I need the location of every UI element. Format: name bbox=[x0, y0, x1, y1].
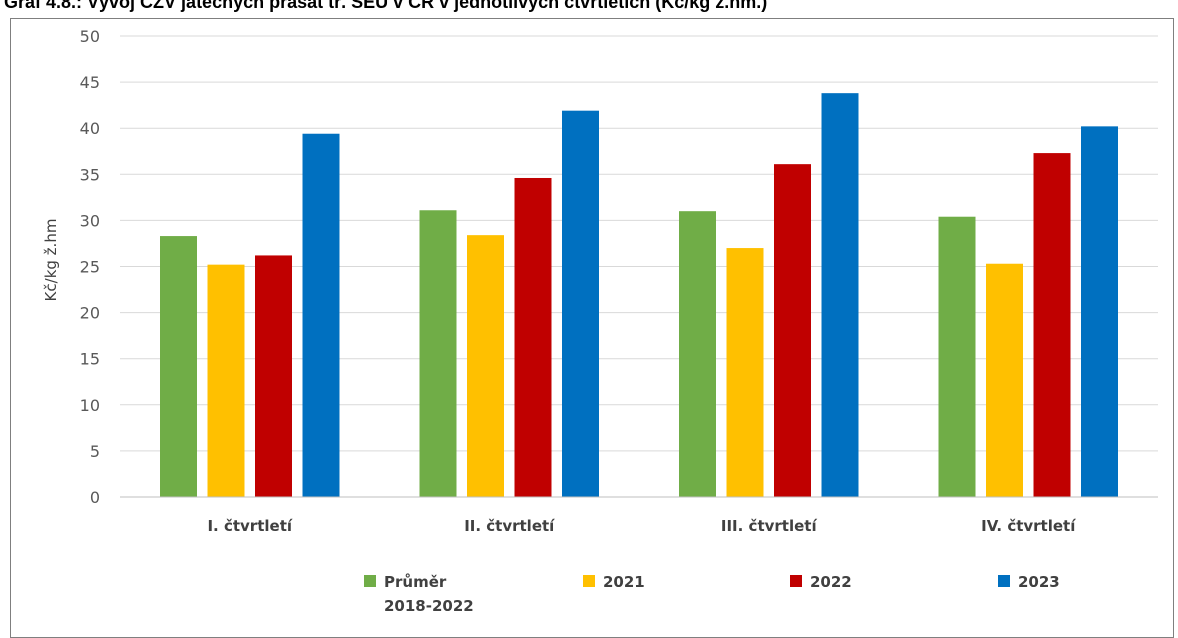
y-tick-label: 20 bbox=[80, 304, 100, 323]
legend: Průměr 2018-2022 2021 2022 2023 bbox=[364, 573, 1060, 615]
y-tick-label: 15 bbox=[80, 350, 100, 369]
bar bbox=[562, 110, 599, 497]
legend-swatch bbox=[998, 575, 1010, 587]
legend-label: 2022 bbox=[810, 573, 852, 591]
y-tick-label: 50 bbox=[80, 27, 100, 46]
gridlines bbox=[120, 35, 1158, 452]
bar bbox=[1081, 126, 1118, 497]
bar bbox=[821, 93, 859, 497]
legend-label: 2018-2022 bbox=[384, 597, 474, 615]
bar bbox=[986, 263, 1023, 497]
legend-swatch bbox=[790, 575, 802, 587]
y-axis-ticks: 0 5 10 15 20 25 30 35 40 45 50 bbox=[80, 27, 100, 507]
bar bbox=[255, 255, 292, 497]
x-category-label: II. čtvrtletí bbox=[464, 517, 555, 535]
y-tick-label: 25 bbox=[80, 258, 100, 277]
y-tick-label: 35 bbox=[80, 165, 100, 184]
legend-label: Průměr bbox=[384, 573, 447, 591]
bar bbox=[419, 210, 457, 497]
x-axis-categories: I. čtvrtletí II. čtvrtletí III. čtvrtletí I… bbox=[207, 517, 1076, 535]
bar bbox=[160, 236, 197, 497]
y-tick-label: 30 bbox=[80, 211, 100, 230]
bar bbox=[207, 264, 245, 497]
bar bbox=[1033, 153, 1071, 497]
bar bbox=[679, 211, 716, 497]
bar bbox=[302, 133, 340, 497]
y-tick-label: 5 bbox=[90, 442, 100, 461]
x-category-label: I. čtvrtletí bbox=[207, 517, 292, 535]
bar bbox=[514, 177, 552, 497]
bar bbox=[938, 216, 976, 497]
chart-title: Graf 4.8.: Vývoj CZV jatečných prasat tř… bbox=[4, 0, 768, 12]
legend-swatch bbox=[583, 575, 595, 587]
bar bbox=[774, 164, 811, 497]
bars bbox=[160, 93, 1118, 498]
legend-label: 2023 bbox=[1018, 573, 1060, 591]
legend-label: 2021 bbox=[603, 573, 645, 591]
y-tick-label: 10 bbox=[80, 396, 100, 415]
x-category-label: III. čtvrtletí bbox=[721, 517, 818, 535]
bar bbox=[726, 248, 764, 497]
y-tick-label: 40 bbox=[80, 119, 100, 138]
legend-swatch bbox=[364, 575, 376, 587]
x-category-label: IV. čtvrtletí bbox=[981, 517, 1076, 535]
y-tick-label: 45 bbox=[80, 73, 100, 92]
bar bbox=[467, 235, 504, 498]
y-axis-title: Kč/kg ž.hm bbox=[42, 219, 60, 302]
y-tick-label: 0 bbox=[90, 488, 100, 507]
